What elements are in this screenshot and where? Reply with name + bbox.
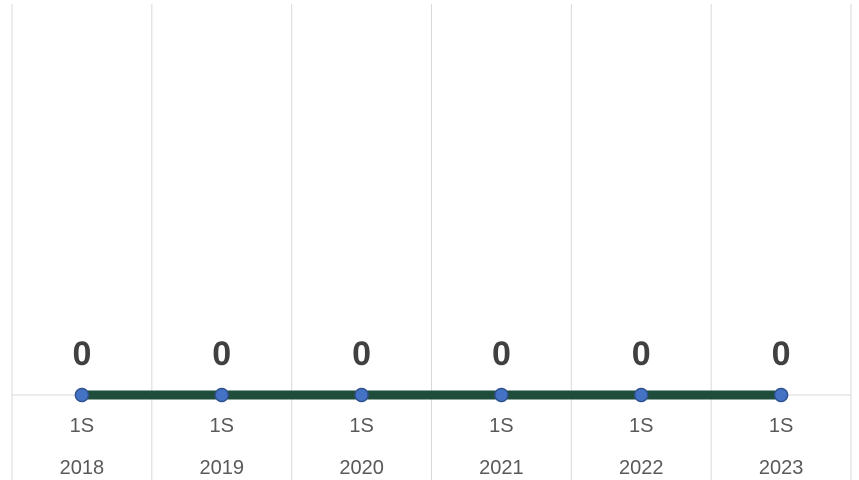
- data-label-5: 0: [772, 335, 791, 373]
- tick-label-period-1: 1S: [210, 415, 234, 437]
- data-point-5: [773, 387, 789, 403]
- tick-label-period-5: 1S: [769, 415, 793, 437]
- tick-label-period-2: 1S: [349, 415, 373, 437]
- data-point-3: [494, 387, 509, 403]
- data-point-1: [214, 387, 229, 403]
- tick-label-year-1: 2019: [200, 457, 245, 479]
- data-point-4: [634, 387, 649, 403]
- tick-label-period-4: 1S: [629, 415, 653, 437]
- tick-label-period-0: 1S: [70, 415, 94, 437]
- data-label-2: 0: [352, 335, 371, 373]
- tick-label-period-3: 1S: [489, 415, 513, 437]
- tick-label-year-0: 2018: [60, 457, 105, 479]
- series-markers: [74, 387, 789, 403]
- vertical-gridlines: [11, 4, 852, 480]
- data-point-0: [74, 387, 90, 403]
- tick-label-year-5: 2023: [759, 457, 804, 479]
- data-labels: 0 0 0 0 0 0: [72, 335, 790, 373]
- x-tick-labels: 1S 2018 1S 2019 1S 2020 1S 2021 1S 2022 1S 2023: [60, 415, 804, 479]
- tick-label-year-4: 2022: [619, 457, 664, 479]
- data-label-3: 0: [492, 335, 511, 373]
- data-label-1: 0: [212, 335, 231, 373]
- data-point-2: [354, 387, 369, 403]
- tick-label-year-2: 2020: [339, 457, 384, 479]
- data-label-4: 0: [632, 335, 651, 373]
- tick-label-year-3: 2021: [479, 457, 524, 479]
- data-label-0: 0: [72, 335, 91, 373]
